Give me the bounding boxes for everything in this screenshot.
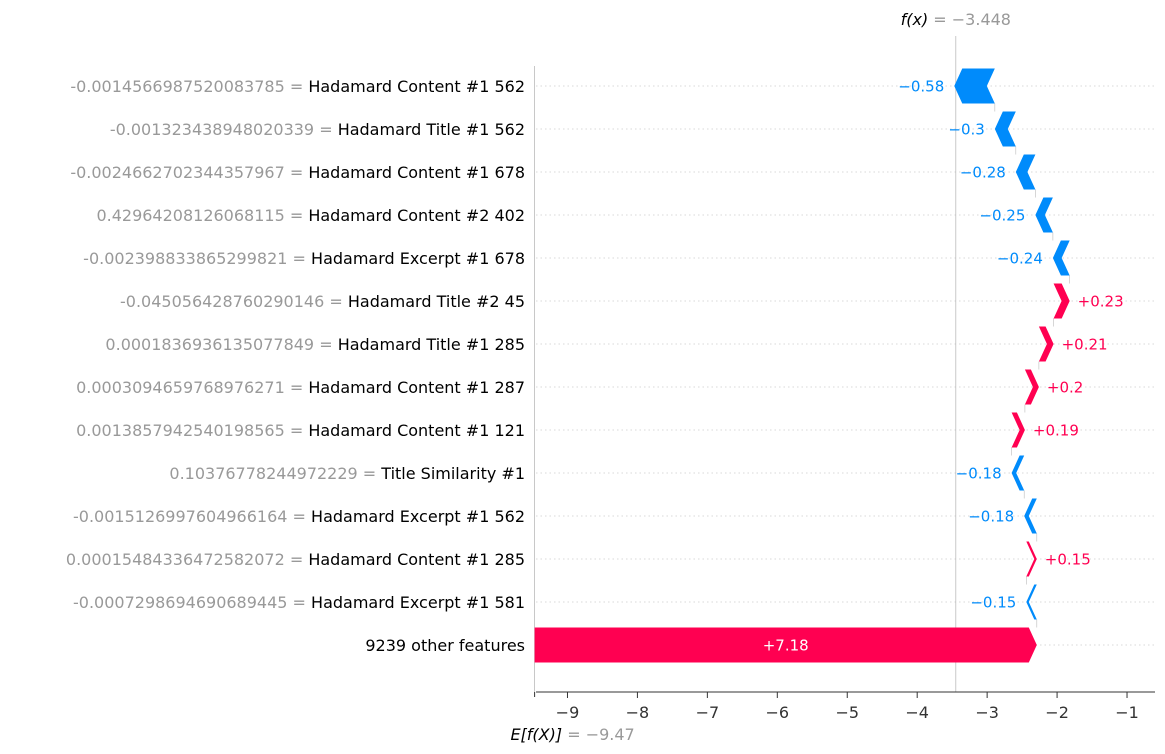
bar-value-label-11: −0.18 bbox=[968, 508, 1014, 526]
x-tick-label: −2 bbox=[1045, 703, 1069, 722]
bar-10 bbox=[1011, 455, 1025, 491]
x-tick-label: −6 bbox=[766, 703, 790, 722]
bar-value-label-10: −0.18 bbox=[956, 465, 1002, 483]
bar-11 bbox=[1024, 498, 1037, 534]
feature-name: Hadamard Content #1 285 bbox=[308, 550, 525, 569]
feature-name: Hadamard Title #1 285 bbox=[338, 335, 525, 354]
feature-label-14: 9239 other features bbox=[365, 636, 525, 655]
feature-value: -0.0015126997604966164 = bbox=[73, 507, 311, 526]
feature-name: Title Similarity #1 bbox=[380, 464, 525, 483]
x-tick-label: −8 bbox=[626, 703, 650, 722]
feature-label-9: 0.0013857942540198565 = Hadamard Content… bbox=[76, 421, 525, 440]
feature-value: -0.001323438948020339 = bbox=[110, 120, 338, 139]
bar-9 bbox=[1011, 412, 1025, 448]
feature-value: -0.002398833865299821 = bbox=[83, 249, 311, 268]
feature-name: Hadamard Content #1 121 bbox=[308, 421, 525, 440]
feature-name: Hadamard Content #2 402 bbox=[308, 206, 525, 225]
feature-value: 0.0013857942540198565 = bbox=[76, 421, 308, 440]
efx-label: E[f(X)] = −9.47 bbox=[510, 725, 634, 744]
fx-label: f(x) = −3.448 bbox=[901, 10, 1011, 29]
feature-value: -0.045056428760290146 = bbox=[120, 292, 348, 311]
bar-value-label-3: −0.28 bbox=[960, 164, 1006, 182]
feature-name: Hadamard Content #1 287 bbox=[308, 378, 525, 397]
fx-name: f(x) bbox=[901, 10, 934, 29]
feature-name: Hadamard Content #1 562 bbox=[308, 77, 525, 96]
feature-value: -0.0024662702344357967 = bbox=[70, 163, 308, 182]
feature-name: Hadamard Title #2 45 bbox=[348, 292, 525, 311]
feature-label-10: 0.10376778244972229 = Title Similarity #… bbox=[169, 464, 525, 483]
feature-label-3: -0.0024662702344357967 = Hadamard Conten… bbox=[70, 163, 525, 182]
x-tick-label: −9 bbox=[556, 703, 580, 722]
feature-value: -0.0014566987520083785 = bbox=[70, 77, 308, 96]
bar-value-label-2: −0.3 bbox=[948, 121, 984, 139]
x-tick-label: −7 bbox=[696, 703, 720, 722]
bar-12 bbox=[1026, 541, 1037, 577]
feature-label-11: -0.0015126997604966164 = Hadamard Excerp… bbox=[73, 507, 525, 526]
feature-label-1: -0.0014566987520083785 = Hadamard Conten… bbox=[70, 77, 525, 96]
bar-value-label-8: +0.2 bbox=[1047, 379, 1083, 397]
bar-1 bbox=[954, 68, 995, 104]
bar-value-label-12: +0.15 bbox=[1045, 551, 1091, 569]
bar-value-label-1: −0.58 bbox=[898, 78, 944, 96]
bar-13 bbox=[1026, 584, 1037, 620]
x-tick-label: −5 bbox=[835, 703, 859, 722]
feature-name: Hadamard Excerpt #1 678 bbox=[311, 249, 525, 268]
feature-label-12: 0.00015484336472582072 = Hadamard Conten… bbox=[66, 550, 525, 569]
bar-value-label-5: −0.24 bbox=[997, 250, 1043, 268]
bar-value-label-9: +0.19 bbox=[1033, 422, 1079, 440]
feature-label-6: -0.045056428760290146 = Hadamard Title #… bbox=[120, 292, 525, 311]
feature-value: 0.42964208126068115 = bbox=[96, 206, 308, 225]
feature-name: Hadamard Content #1 678 bbox=[308, 163, 525, 182]
feature-value: 0.0003094659768976271 = bbox=[76, 378, 308, 397]
bar-value-label-14: +7.18 bbox=[763, 637, 809, 655]
feature-label-13: -0.0007298694690689445 = Hadamard Excerp… bbox=[73, 593, 525, 612]
bar-14 bbox=[534, 627, 1037, 663]
bar-3 bbox=[1015, 154, 1036, 190]
x-tick-label: −3 bbox=[975, 703, 999, 722]
bar-value-label-6: +0.23 bbox=[1078, 293, 1124, 311]
feature-value: 0.10376778244972229 = bbox=[169, 464, 381, 483]
feature-label-2: -0.001323438948020339 = Hadamard Title #… bbox=[110, 120, 525, 139]
bar-5 bbox=[1052, 240, 1070, 276]
feature-value: -0.0007298694690689445 = bbox=[73, 593, 311, 612]
bar-7 bbox=[1038, 326, 1054, 362]
feature-value: 0.00015484336472582072 = bbox=[66, 550, 308, 569]
fx-value: = −3.448 bbox=[933, 10, 1011, 29]
x-tick-label: −1 bbox=[1115, 703, 1139, 722]
bar-value-label-7: +0.21 bbox=[1062, 336, 1108, 354]
bar-value-label-4: −0.25 bbox=[979, 207, 1025, 225]
feature-value: 0.0001836936135077849 = bbox=[105, 335, 337, 354]
feature-label-4: 0.42964208126068115 = Hadamard Content #… bbox=[96, 206, 525, 225]
bar-value-label-13: −0.15 bbox=[970, 594, 1016, 612]
bar-8 bbox=[1024, 369, 1039, 405]
feature-name: Hadamard Excerpt #1 562 bbox=[311, 507, 525, 526]
feature-label-5: -0.002398833865299821 = Hadamard Excerpt… bbox=[83, 249, 525, 268]
feature-label-7: 0.0001836936135077849 = Hadamard Title #… bbox=[105, 335, 525, 354]
feature-name: Hadamard Title #1 562 bbox=[338, 120, 525, 139]
bar-4 bbox=[1035, 197, 1053, 233]
bar-6 bbox=[1053, 283, 1070, 319]
feature-name: Hadamard Excerpt #1 581 bbox=[311, 593, 525, 612]
efx-name: E[f(X)] bbox=[510, 725, 567, 744]
x-tick-label: −4 bbox=[905, 703, 929, 722]
efx-value: = −9.47 bbox=[567, 725, 635, 744]
feature-label-8: 0.0003094659768976271 = Hadamard Content… bbox=[76, 378, 525, 397]
feature-name: 9239 other features bbox=[365, 636, 525, 655]
bar-2 bbox=[994, 111, 1016, 147]
